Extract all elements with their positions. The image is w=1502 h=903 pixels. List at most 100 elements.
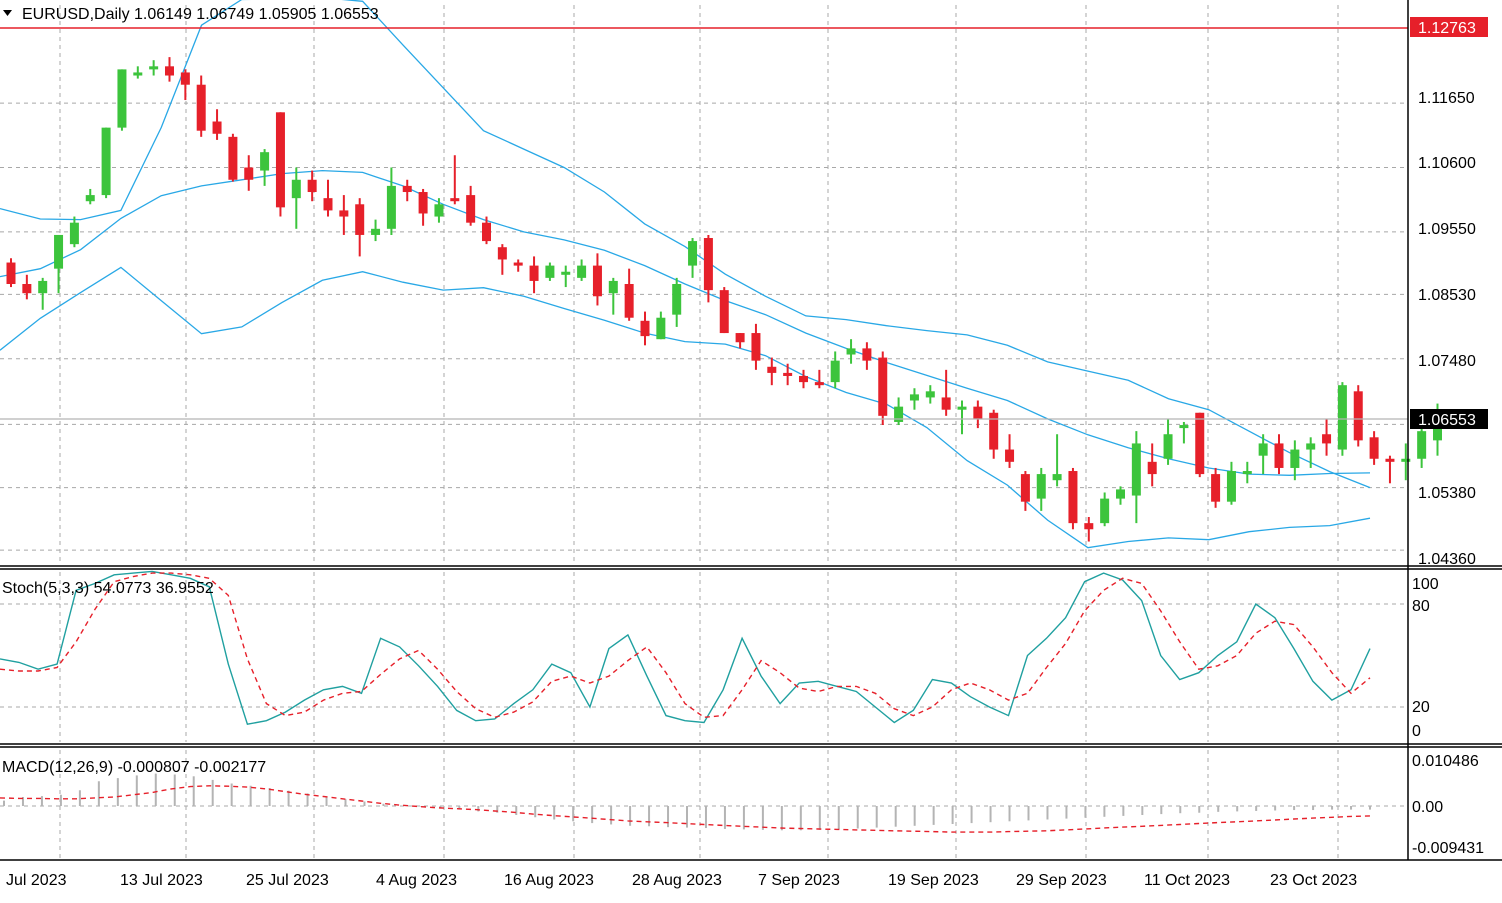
candle-body bbox=[371, 228, 381, 235]
candle-body bbox=[180, 72, 190, 85]
candle-body bbox=[275, 112, 285, 208]
candle-body bbox=[212, 121, 222, 134]
date-tick: Jul 2023 bbox=[6, 872, 67, 889]
panel-frames bbox=[0, 0, 1502, 861]
candle-body bbox=[862, 348, 872, 361]
time-axis: Jul 2023 13 Jul 2023 25 Jul 2023 4 Aug 2… bbox=[6, 872, 1357, 889]
date-tick: 7 Sep 2023 bbox=[758, 872, 840, 889]
candle-body bbox=[640, 320, 650, 337]
macd-tick: -0.009431 bbox=[1412, 840, 1484, 857]
candle-body bbox=[339, 210, 349, 217]
symbol-header: EURUSD,Daily 1.06149 1.06749 1.05905 1.0… bbox=[22, 6, 379, 23]
candle bbox=[165, 57, 174, 82]
candle bbox=[672, 277, 682, 327]
candle bbox=[117, 69, 127, 131]
candle bbox=[54, 234, 64, 294]
candle-body bbox=[624, 284, 634, 318]
candle-body bbox=[592, 265, 602, 297]
candle-body bbox=[196, 84, 206, 131]
candle-body bbox=[513, 262, 523, 266]
candle bbox=[1116, 486, 1125, 505]
candle bbox=[323, 179, 333, 217]
stoch-axis: 100 80 20 0 bbox=[1412, 576, 1439, 740]
macd-axis: 0.010486 0.00 -0.009431 bbox=[1412, 753, 1484, 857]
candle-body bbox=[1242, 471, 1252, 475]
candle-body bbox=[529, 265, 539, 281]
candle bbox=[1020, 471, 1030, 511]
candle bbox=[1353, 385, 1363, 447]
candle-body bbox=[973, 406, 983, 419]
candle bbox=[529, 256, 539, 294]
stoch-signal-line bbox=[0, 572, 1371, 719]
stoch-tick: 80 bbox=[1412, 598, 1430, 615]
price-tick: 1.11650 bbox=[1418, 90, 1475, 107]
date-tick: 11 Oct 2023 bbox=[1144, 872, 1230, 889]
candle-body bbox=[165, 66, 174, 76]
candle-body bbox=[1084, 523, 1094, 530]
candle bbox=[767, 357, 777, 386]
candle bbox=[561, 265, 571, 288]
candle bbox=[577, 259, 587, 281]
candle bbox=[1322, 418, 1332, 456]
price-tick: 1.05380 bbox=[1418, 485, 1476, 502]
candle-body bbox=[561, 271, 571, 275]
candle-body bbox=[291, 179, 301, 199]
candle-body bbox=[466, 195, 476, 223]
candle bbox=[1306, 437, 1316, 468]
candle bbox=[1147, 443, 1157, 487]
candle-body bbox=[1401, 458, 1411, 462]
stoch-tick: 100 bbox=[1412, 576, 1439, 593]
candle-body bbox=[133, 72, 143, 76]
date-tick: 28 Aug 2023 bbox=[632, 872, 722, 889]
candle bbox=[1131, 431, 1141, 524]
candle-body bbox=[688, 241, 698, 266]
candle-body bbox=[1274, 443, 1284, 468]
candle bbox=[1242, 461, 1252, 484]
candle bbox=[1401, 443, 1411, 481]
candle bbox=[418, 188, 428, 226]
candle-body bbox=[925, 391, 935, 398]
candle bbox=[624, 268, 634, 321]
candle bbox=[69, 216, 79, 248]
candle-body bbox=[69, 222, 79, 245]
candle bbox=[1036, 467, 1046, 511]
candle bbox=[989, 409, 999, 459]
candle bbox=[1179, 421, 1189, 444]
candle bbox=[1274, 434, 1284, 475]
date-tick: 13 Jul 2023 bbox=[120, 872, 203, 889]
candle bbox=[1005, 434, 1015, 468]
candle-body bbox=[434, 204, 444, 217]
candle-body bbox=[814, 382, 824, 386]
candle-body bbox=[1322, 434, 1332, 444]
candle-body bbox=[402, 185, 412, 193]
candle-body bbox=[386, 185, 396, 229]
candle bbox=[38, 277, 48, 310]
candle-body bbox=[1337, 385, 1347, 450]
stoch-label: Stoch(5,3,3) 54.0773 36.9552 bbox=[2, 580, 214, 597]
candle-body bbox=[577, 265, 587, 278]
collapse-triangle-icon[interactable] bbox=[3, 10, 12, 16]
candle-body bbox=[656, 317, 666, 340]
candle-body bbox=[608, 280, 618, 294]
candle bbox=[656, 311, 666, 340]
candle-body bbox=[767, 366, 777, 373]
candle bbox=[482, 216, 491, 245]
candle-body bbox=[1258, 443, 1268, 456]
candle bbox=[133, 66, 143, 79]
bollinger-upper-line bbox=[0, 0, 1371, 489]
candle bbox=[941, 369, 951, 416]
candle-body bbox=[1036, 474, 1046, 499]
candle bbox=[783, 363, 793, 386]
candle bbox=[371, 219, 381, 242]
macd-tick: 0.010486 bbox=[1412, 753, 1479, 770]
candle bbox=[1068, 467, 1078, 530]
candle-body bbox=[450, 198, 460, 202]
candle-body bbox=[355, 204, 365, 235]
candle bbox=[1258, 434, 1268, 475]
candle-body bbox=[497, 247, 507, 260]
candle bbox=[640, 311, 650, 346]
candle bbox=[1211, 467, 1221, 508]
candle-body bbox=[830, 360, 840, 383]
